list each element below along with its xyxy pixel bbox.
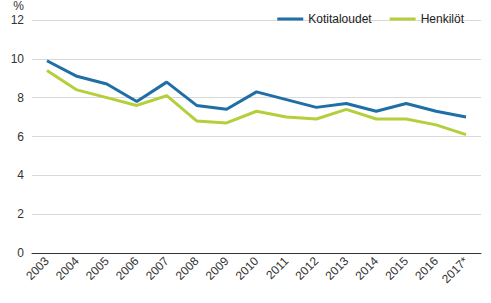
svg-text:8: 8	[17, 91, 24, 105]
svg-text:%: %	[13, 0, 24, 13]
svg-text:2013: 2013	[322, 254, 351, 283]
svg-text:2007: 2007	[143, 254, 172, 283]
svg-text:2: 2	[17, 207, 24, 221]
svg-text:0: 0	[17, 246, 24, 260]
svg-text:Henkilöt: Henkilöt	[421, 12, 465, 26]
svg-text:2005: 2005	[83, 254, 112, 283]
svg-text:2008: 2008	[173, 254, 202, 283]
svg-text:2015: 2015	[382, 254, 411, 283]
svg-text:2004: 2004	[53, 254, 82, 283]
svg-text:12: 12	[11, 13, 25, 27]
svg-text:2009: 2009	[203, 254, 232, 283]
svg-text:2011: 2011	[263, 254, 291, 282]
svg-text:2014: 2014	[352, 254, 381, 283]
svg-text:2006: 2006	[113, 254, 142, 283]
svg-text:2003: 2003	[23, 254, 52, 283]
svg-text:2010: 2010	[233, 254, 262, 283]
svg-text:2012: 2012	[293, 254, 322, 283]
svg-text:6: 6	[17, 130, 24, 144]
svg-text:4: 4	[17, 168, 24, 182]
svg-text:2017*: 2017*	[439, 254, 471, 286]
svg-text:2016: 2016	[412, 254, 441, 283]
svg-text:Kotitaloudet: Kotitaloudet	[308, 12, 372, 26]
svg-text:10: 10	[11, 52, 25, 66]
